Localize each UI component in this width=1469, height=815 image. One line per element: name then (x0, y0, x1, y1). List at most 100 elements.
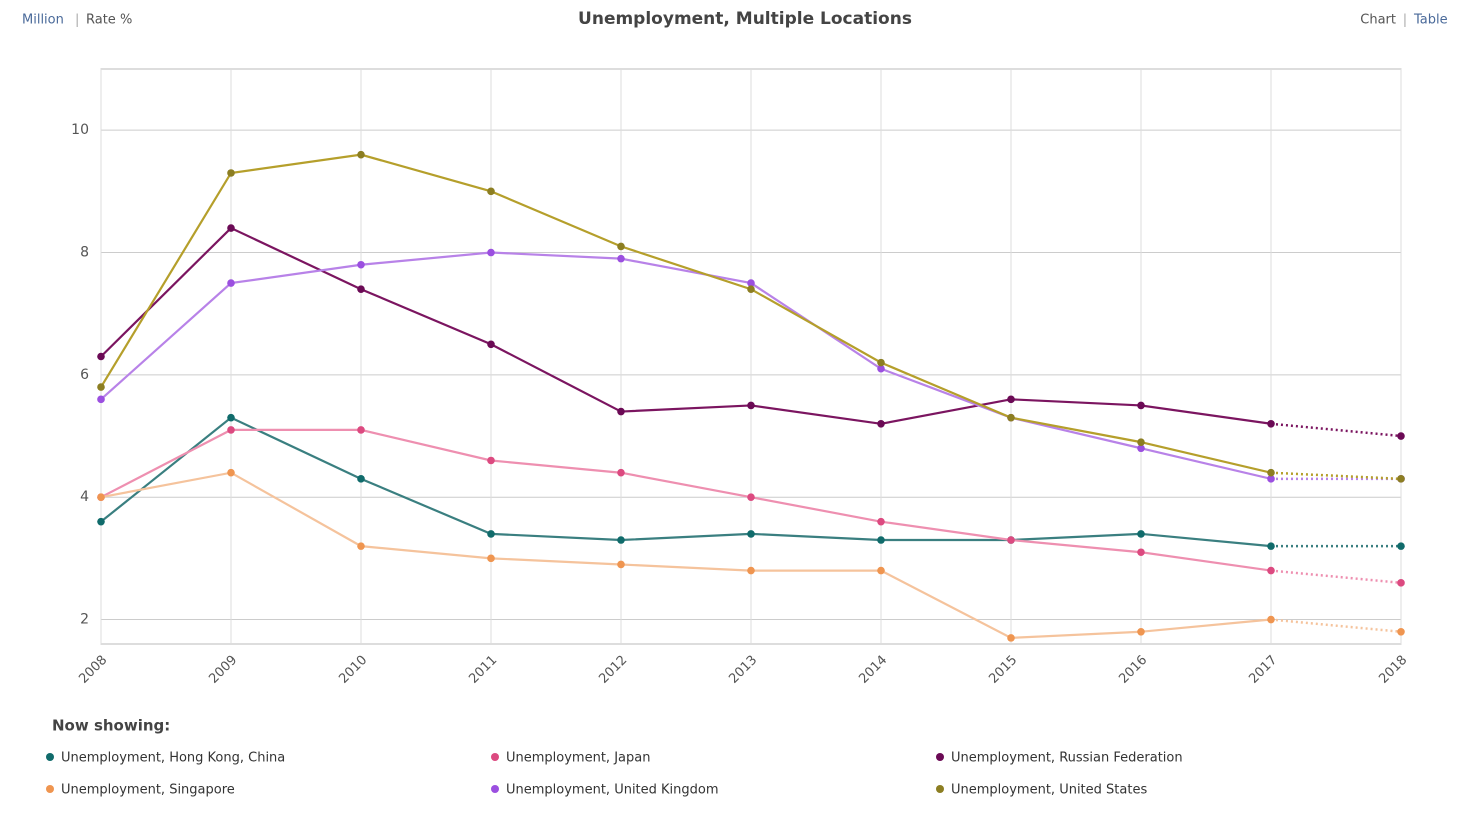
data-point (97, 352, 105, 361)
unit-million[interactable]: Million (22, 13, 64, 28)
series-line (1270, 471, 1402, 481)
data-point (747, 566, 755, 575)
data-point (227, 224, 235, 232)
unit-rate[interactable]: Rate % (86, 13, 132, 28)
data-point (617, 407, 625, 416)
data-point (487, 554, 495, 563)
data-point (487, 340, 495, 349)
data-point (1007, 395, 1015, 404)
y-tick-label: 8 (80, 245, 89, 261)
data-point (487, 530, 495, 538)
x-tick-label: 2010 (336, 653, 370, 687)
data-point (1267, 419, 1275, 428)
data-point (357, 542, 365, 550)
data-point (227, 468, 235, 477)
data-point (227, 413, 235, 422)
series-line (1270, 618, 1402, 634)
x-tick-label: 2009 (206, 653, 240, 687)
legend-marker[interactable] (936, 785, 944, 793)
x-tick-label: 2016 (1116, 653, 1150, 687)
x-tick-label: 2014 (856, 653, 890, 687)
data-point (877, 364, 885, 373)
data-point (97, 517, 105, 526)
data-point (227, 426, 235, 434)
series-line (1270, 422, 1402, 438)
data-point (487, 456, 495, 465)
data-point (747, 530, 755, 538)
data-point (357, 285, 365, 294)
data-point (877, 517, 885, 526)
data-point (747, 279, 755, 287)
data-point (617, 242, 625, 251)
data-point (1267, 566, 1275, 575)
data-point (747, 401, 755, 410)
data-point (1397, 579, 1405, 587)
legend-label[interactable]: Unemployment, United States (951, 783, 1147, 798)
data-point (877, 566, 885, 575)
data-point (357, 475, 365, 483)
data-point (97, 395, 105, 404)
x-tick-label: 2011 (466, 653, 500, 687)
data-point (357, 426, 365, 434)
data-point (1137, 444, 1145, 453)
data-point (487, 187, 495, 196)
data-point (357, 260, 365, 269)
data-point (227, 279, 235, 287)
data-point (1137, 401, 1145, 410)
y-tick-label: 4 (80, 489, 89, 505)
data-point (97, 493, 105, 501)
data-point (747, 285, 755, 294)
data-point (617, 468, 625, 477)
data-point (1397, 475, 1405, 483)
y-tick-label: 10 (71, 122, 89, 138)
x-tick-label: 2018 (1376, 653, 1410, 687)
legend-title: Now showing: (52, 717, 170, 735)
legend-marker[interactable] (46, 753, 54, 761)
legend-marker[interactable] (491, 785, 499, 793)
data-point (877, 536, 885, 544)
data-point (1267, 542, 1275, 550)
x-tick-label: 2012 (596, 653, 630, 687)
data-point (1137, 530, 1145, 538)
series-line (100, 153, 1272, 474)
y-tick-label: 6 (80, 367, 89, 383)
data-point (1137, 548, 1145, 557)
series-line (100, 416, 1272, 548)
data-point (877, 419, 885, 428)
legend-label[interactable]: Unemployment, Singapore (61, 783, 235, 798)
data-point (1007, 413, 1015, 422)
legend-label[interactable]: Unemployment, United Kingdom (506, 783, 719, 798)
series-line (100, 428, 1272, 572)
legend-label[interactable]: Unemployment, Hong Kong, China (61, 751, 285, 766)
data-point (1137, 438, 1145, 446)
data-point (877, 358, 885, 367)
separator: | (1403, 13, 1407, 28)
legend-marker[interactable] (936, 753, 944, 761)
data-point (227, 169, 235, 177)
data-point (1397, 432, 1405, 440)
data-point (617, 254, 625, 263)
data-point (1007, 634, 1015, 642)
legend-marker[interactable] (491, 753, 499, 761)
view-table[interactable]: Table (1413, 13, 1448, 28)
x-tick-label: 2013 (726, 653, 760, 687)
data-point (1397, 627, 1405, 636)
data-point (1137, 627, 1145, 636)
series-line (100, 471, 1272, 639)
series-line (1270, 569, 1402, 585)
view-chart[interactable]: Chart (1360, 13, 1396, 28)
legend-marker[interactable] (46, 785, 54, 793)
data-point (1267, 475, 1275, 483)
data-point (357, 150, 365, 159)
x-tick-label: 2015 (986, 653, 1020, 687)
data-point (1007, 536, 1015, 544)
series-line (100, 251, 1272, 480)
data-point (617, 560, 625, 569)
data-point (747, 493, 755, 501)
x-tick-label: 2017 (1246, 653, 1280, 687)
legend-label[interactable]: Unemployment, Russian Federation (951, 751, 1183, 766)
legend-label[interactable]: Unemployment, Japan (506, 751, 650, 766)
y-tick-label: 2 (80, 612, 89, 628)
separator: | (75, 13, 79, 28)
